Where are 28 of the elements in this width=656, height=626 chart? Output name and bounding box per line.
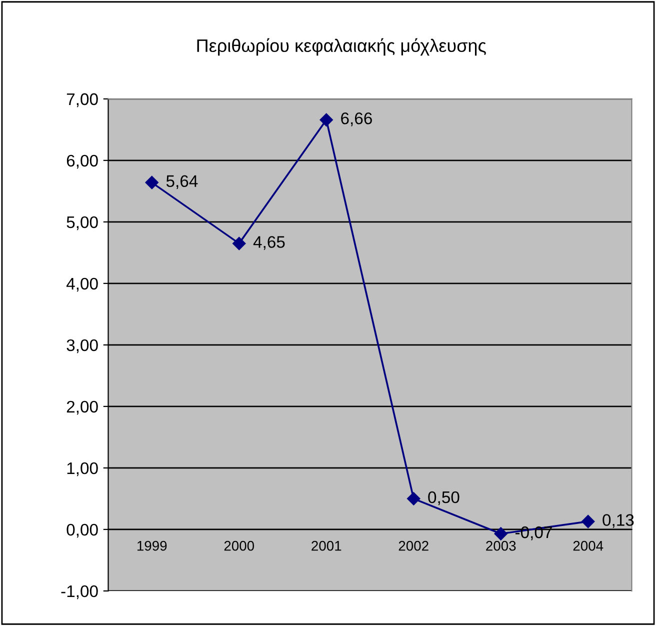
x-tick-label: 2004 (573, 540, 604, 551)
point (494, 527, 508, 540)
point (407, 492, 420, 506)
data-label: 5,64 (166, 175, 198, 189)
y-tick-label: 0,00 (66, 524, 98, 538)
y-tick-label: 4,00 (66, 278, 98, 292)
y-tick-label: 2,00 (66, 400, 98, 415)
x-tick-label: 1999 (137, 540, 167, 551)
data-label: 0,50 (428, 491, 460, 506)
y-tick-label: 3,00 (66, 339, 98, 354)
x-tick-label: 2003 (486, 540, 516, 551)
data-label: -0,07 (515, 526, 552, 540)
x-tick-label: 2002 (398, 540, 428, 551)
x-tick-label: 2001 (312, 540, 342, 551)
data-label: 4,65 (253, 236, 285, 250)
y-tick-label: 6,00 (66, 154, 98, 169)
y-tick-label: 1,00 (67, 462, 98, 476)
point (232, 236, 246, 250)
chart-title: Περιθωρίου κεφαλαιακής μόχλευσης (197, 38, 486, 56)
point (320, 113, 333, 126)
data-label: 0,13 (602, 514, 634, 528)
data-label: 6,66 (341, 112, 372, 126)
y-tick-label: 7,00 (66, 93, 98, 108)
x-tick-label: 2000 (224, 540, 254, 551)
y-tick-label: 5,00 (66, 216, 98, 230)
y-tick-label: -1,00 (61, 585, 98, 600)
point (582, 514, 595, 528)
point (145, 176, 158, 190)
